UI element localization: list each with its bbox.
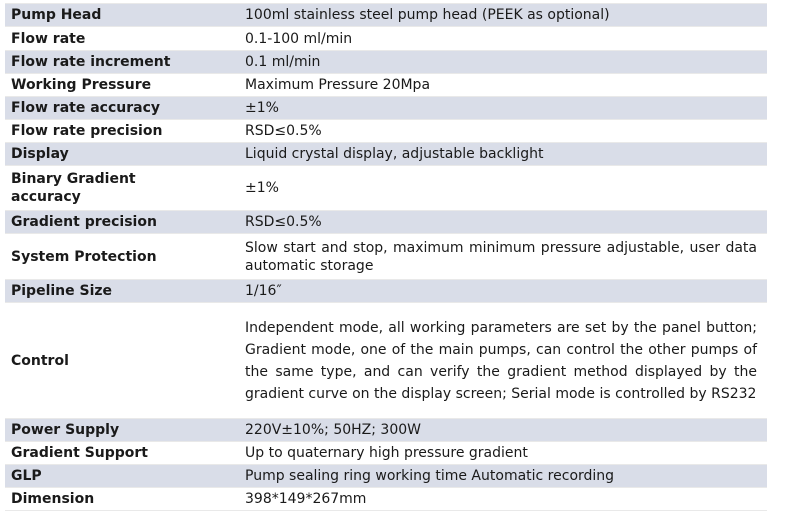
spec-label: Gradient precision <box>5 210 237 234</box>
spec-table: Pump Head 100ml stainless steel pump hea… <box>5 3 767 511</box>
spec-value: ±1% <box>237 165 767 211</box>
spec-value: RSD≤0.5% <box>237 119 767 143</box>
spec-row-working-pressure: Working Pressure Maximum Pressure 20Mpa <box>5 73 767 97</box>
spec-value: RSD≤0.5% <box>237 210 767 234</box>
spec-row-gradient-support: Gradient Support Up to quaternary high p… <box>5 441 767 465</box>
spec-value: 0.1 ml/min <box>237 50 767 74</box>
spec-label: Power Supply <box>5 418 237 442</box>
spec-label: Display <box>5 142 237 166</box>
spec-label: Binary Gradient accuracy <box>5 165 237 211</box>
spec-row-flow-rate: Flow rate 0.1-100 ml/min <box>5 26 767 51</box>
spec-row-dimension: Dimension 398*149*267mm <box>5 487 767 511</box>
spec-row-pump-head: Pump Head 100ml stainless steel pump hea… <box>5 3 767 27</box>
spec-label: Flow rate increment <box>5 50 237 74</box>
spec-row-glp: GLP Pump sealing ring working time Autom… <box>5 464 767 488</box>
spec-row-pipeline-size: Pipeline Size 1/16″ <box>5 279 767 303</box>
spec-row-flow-rate-precision: Flow rate precision RSD≤0.5% <box>5 119 767 143</box>
spec-value: 0.1-100 ml/min <box>237 26 767 51</box>
spec-label: Pipeline Size <box>5 279 237 303</box>
spec-value: ±1% <box>237 96 767 120</box>
spec-value: Liquid crystal display, adjustable backl… <box>237 142 767 166</box>
spec-row-gradient-precision: Gradient precision RSD≤0.5% <box>5 210 767 234</box>
spec-label: Gradient Support <box>5 441 237 465</box>
spec-row-system-protection: System Protection Slow start and stop, m… <box>5 233 767 280</box>
spec-value: Pump sealing ring working time Automatic… <box>237 464 767 488</box>
spec-label: Pump Head <box>5 3 237 27</box>
spec-label: Flow rate precision <box>5 119 237 143</box>
spec-label: Working Pressure <box>5 73 237 97</box>
spec-row-flow-rate-accuracy: Flow rate accuracy ±1% <box>5 96 767 120</box>
spec-row-power-supply: Power Supply 220V±10%; 50HZ; 300W <box>5 418 767 442</box>
spec-row-flow-rate-increment: Flow rate increment 0.1 ml/min <box>5 50 767 74</box>
spec-value: Independent mode, all working parameters… <box>237 302 767 419</box>
spec-value: Slow start and stop, maximum minimum pre… <box>237 233 767 280</box>
spec-label: Flow rate <box>5 26 237 51</box>
spec-value: 398*149*267mm <box>237 487 767 511</box>
spec-label: Dimension <box>5 487 237 511</box>
spec-label: Control <box>5 302 237 419</box>
spec-value: Maximum Pressure 20Mpa <box>237 73 767 97</box>
spec-value: 1/16″ <box>237 279 767 303</box>
spec-label: Flow rate accuracy <box>5 96 237 120</box>
spec-row-display: Display Liquid crystal display, adjustab… <box>5 142 767 166</box>
spec-value: 220V±10%; 50HZ; 300W <box>237 418 767 442</box>
spec-label: System Protection <box>5 233 237 280</box>
spec-row-binary-gradient-accuracy: Binary Gradient accuracy ±1% <box>5 165 767 211</box>
spec-value: 100ml stainless steel pump head (PEEK as… <box>237 3 767 27</box>
spec-value: Up to quaternary high pressure gradient <box>237 441 767 465</box>
spec-label: GLP <box>5 464 237 488</box>
spec-row-control: Control Independent mode, all working pa… <box>5 302 767 419</box>
